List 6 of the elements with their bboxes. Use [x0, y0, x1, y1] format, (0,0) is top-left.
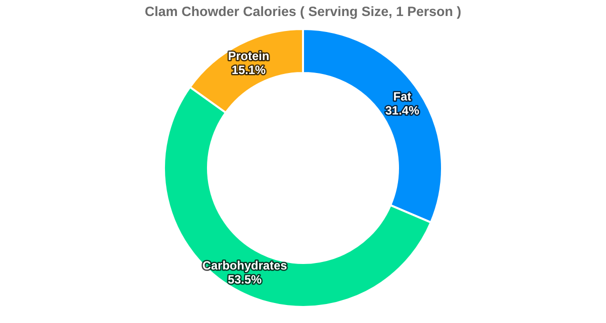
- slice-label: Protein: [228, 49, 270, 64]
- data-label: 15.1%: [232, 63, 266, 78]
- data-label: 31.4%: [385, 103, 420, 118]
- slice-label: Fat: [393, 89, 412, 104]
- chart-title: Clam Chowder Calories ( Serving Size, 1 Person ): [144, 4, 462, 19]
- data-label: 53.5%: [228, 272, 262, 287]
